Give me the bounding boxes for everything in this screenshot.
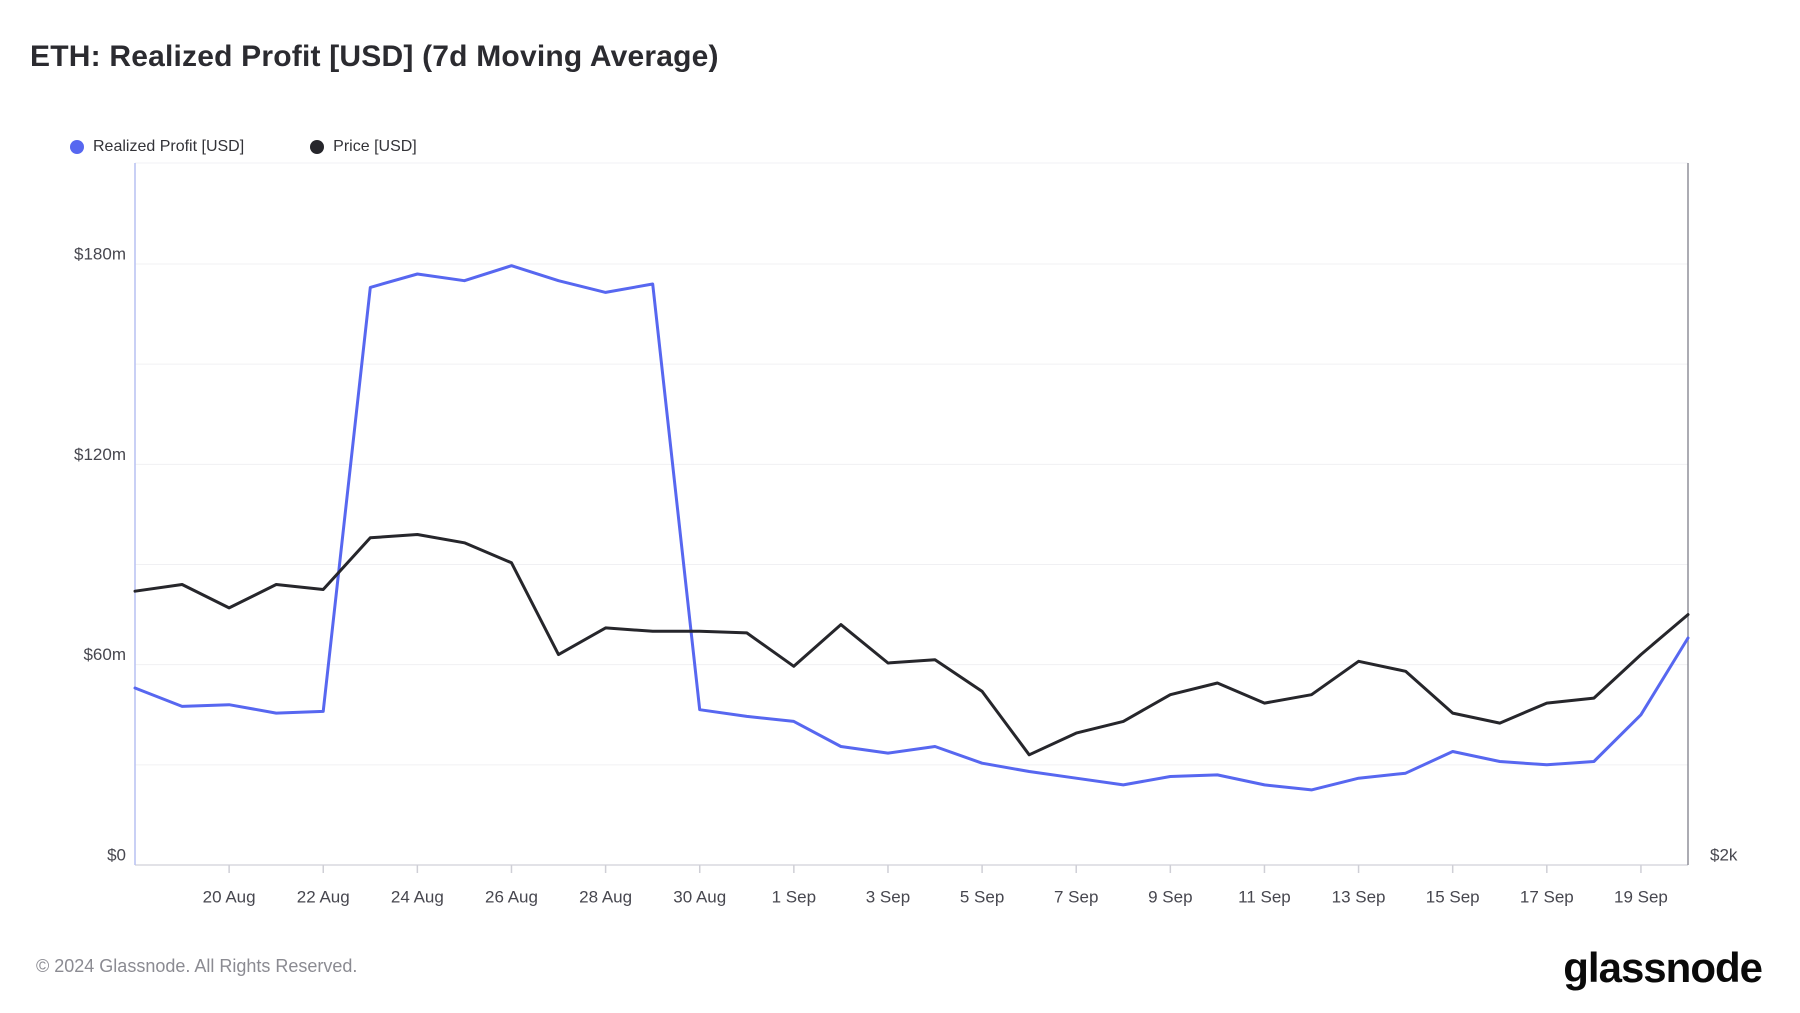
x-axis-tick-label: 1 Sep	[772, 887, 816, 906]
price-line	[133, 533, 1690, 757]
x-axis-tick-label: 20 Aug	[203, 887, 256, 906]
legend-dot-price-icon	[310, 140, 325, 154]
x-axis-tick-label: 22 Aug	[297, 887, 350, 906]
x-axis-tick-label: 15 Sep	[1426, 887, 1480, 906]
legend: Realized Profit [USD] Price [USD]	[70, 138, 417, 156]
x-axis-tick-label: 19 Sep	[1614, 887, 1668, 906]
right-axis-tick-label: $2k	[1710, 845, 1738, 864]
x-axis-tick-label: 13 Sep	[1332, 887, 1386, 906]
plot-hover-area[interactable]	[135, 163, 1688, 865]
legend-item-price[interactable]: Price [USD]	[310, 138, 417, 156]
y-axis-tick-label: $180m	[74, 244, 126, 263]
legend-label-realized-profit: Realized Profit [USD]	[93, 138, 245, 155]
x-axis-tick-label: 24 Aug	[391, 887, 444, 906]
x-axis-tick-label: 30 Aug	[673, 887, 726, 906]
realized-profit-line	[133, 264, 1690, 792]
legend-item-realized-profit[interactable]: Realized Profit [USD]	[70, 138, 244, 156]
y-axis-tick-label: $0	[107, 845, 126, 864]
x-axis-tick-label: 11 Sep	[1238, 887, 1291, 906]
glassnode-logo: glassnode	[1563, 944, 1763, 991]
x-axis-tick-label: 7 Sep	[1054, 887, 1098, 906]
x-axis-tick-label: 9 Sep	[1148, 887, 1192, 906]
x-axis-tick-label: 3 Sep	[866, 887, 910, 906]
legend-label-price: Price [USD]	[333, 138, 417, 155]
x-axis-tick-label: 5 Sep	[960, 887, 1004, 906]
x-axis-tick-label: 28 Aug	[579, 887, 632, 906]
x-axis-tick-label: 26 Aug	[485, 887, 538, 906]
y-axis-tick-label: $60m	[83, 645, 126, 664]
legend-dot-realized-profit-icon	[70, 140, 84, 154]
copyright-text: © 2024 Glassnode. All Rights Reserved.	[36, 956, 358, 976]
page-title: ETH: Realized Profit [USD] (7d Moving Av…	[30, 40, 719, 73]
y-axis-tick-label: $120m	[74, 445, 126, 464]
x-axis-tick-label: 17 Sep	[1520, 887, 1574, 906]
